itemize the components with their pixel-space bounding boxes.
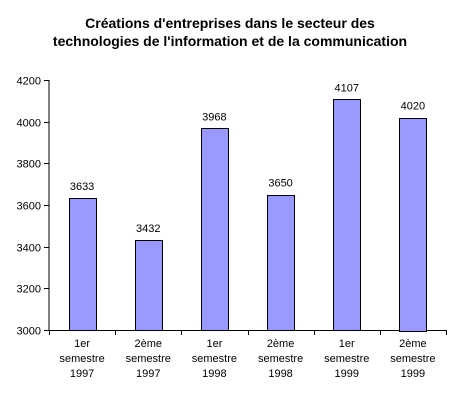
chart-title-line-1: Créations d'entreprises dans le secteur … [85,15,375,31]
x-tick-label: 1er [206,338,222,350]
y-tick-label: 4000 [17,118,41,130]
data-label: 3650 [268,178,292,190]
x-tick-label: 1997 [136,368,160,380]
x-tick-label: 1999 [335,368,359,380]
bar [135,240,163,331]
x-tick-label: semestre [126,353,171,365]
x-tick-label: semestre [258,353,303,365]
x-tick-label: 1er [74,338,90,350]
x-tick-label: 1998 [268,368,292,380]
x-tick-label: semestre [390,353,435,365]
data-label: 4107 [335,82,359,94]
bar [399,118,427,332]
x-tick-label: 1999 [401,368,425,380]
data-label: 3432 [136,223,160,235]
chart-title-line-2: technologies de l'information et de la c… [52,33,408,49]
x-tick-label: semestre [59,353,104,365]
bar [69,198,97,331]
y-tick-label: 4200 [17,76,41,88]
x-tick-label: 2ème [267,338,295,350]
bar [201,128,229,331]
x-tick-label: 2ème [399,338,427,350]
data-label: 3633 [70,181,94,193]
y-tick-label: 3600 [17,201,41,213]
x-tick-label: semestre [324,353,369,365]
chart-title: Créations d'entreprises dans le secteur … [0,14,460,50]
bar [267,195,295,331]
y-tick-label: 3000 [17,326,41,338]
bar [333,99,361,331]
y-tick-label: 3400 [17,243,41,255]
data-label: 3968 [202,111,226,123]
x-tick-label: 1998 [202,368,226,380]
y-tick-label: 3200 [17,284,41,296]
x-tick-label: 1997 [70,368,94,380]
x-tick-label: 2ème [134,338,162,350]
x-tick-label: 1er [339,338,355,350]
y-tick-label: 3800 [17,159,41,171]
x-tick-label: semestre [192,353,237,365]
data-label: 4020 [401,101,425,113]
